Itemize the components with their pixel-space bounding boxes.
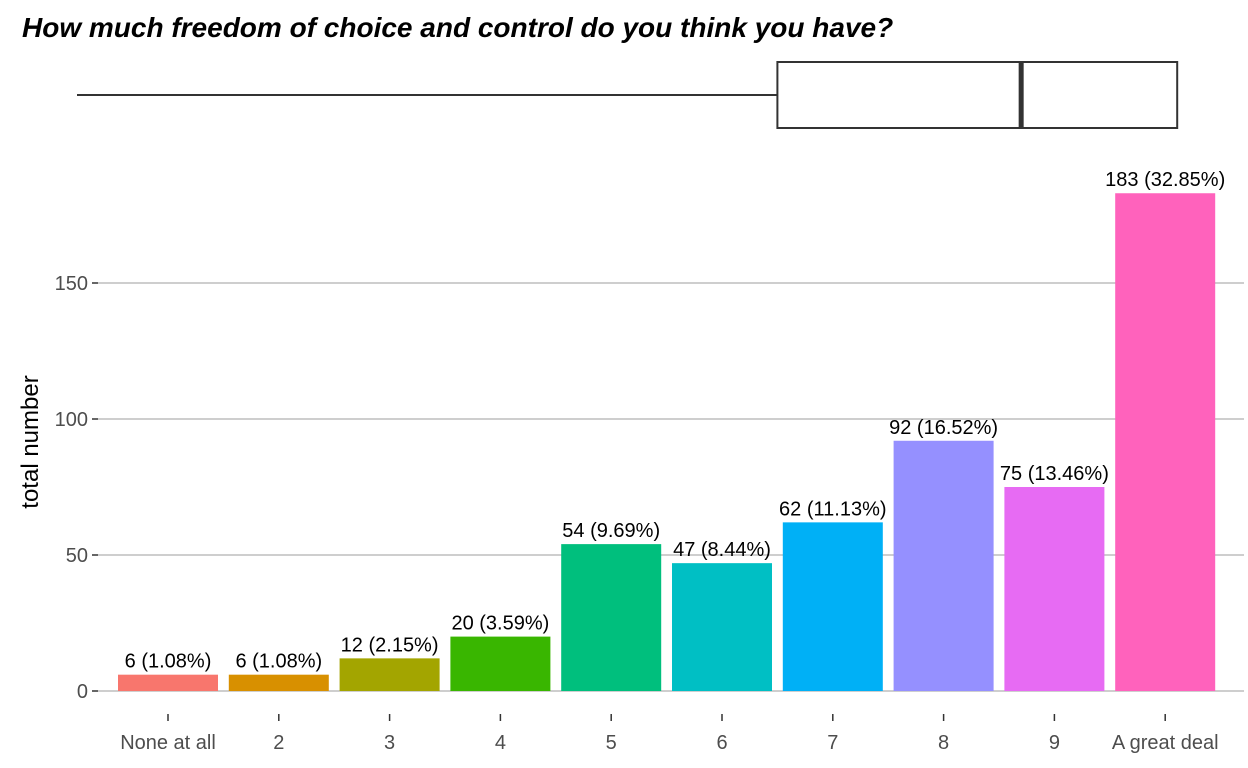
data-label: 183 (32.85%) xyxy=(1105,169,1225,191)
data-label: 6 (1.08%) xyxy=(125,651,212,673)
x-tick-label: 9 xyxy=(1049,732,1060,754)
bar xyxy=(228,674,329,691)
data-labels: 6 (1.08%) 6 (1.08%) 12 (2.15%) 20 (3.59%) 54… xyxy=(125,169,1226,672)
bar xyxy=(893,440,994,691)
data-label: 20 (3.59%) xyxy=(451,613,549,635)
bars xyxy=(118,193,1216,692)
y-axis-title: total number xyxy=(17,375,44,508)
boxplot-box xyxy=(776,61,1179,129)
x-tick-label: 5 xyxy=(606,732,617,754)
data-label: 12 (2.15%) xyxy=(341,634,439,656)
x-tick-label: 6 xyxy=(716,732,727,754)
bar xyxy=(672,563,772,691)
bar xyxy=(450,636,551,691)
x-axis: None at all 2 3 4 5 6 7 8 9 A great deal xyxy=(120,714,1219,754)
bar xyxy=(561,544,662,691)
data-label: 92 (16.52%) xyxy=(889,417,998,439)
bar xyxy=(339,658,440,691)
x-tick-label: 3 xyxy=(384,732,395,754)
bar xyxy=(1004,487,1105,691)
x-tick-label: 7 xyxy=(827,732,838,754)
data-label: 6 (1.08%) xyxy=(235,651,322,673)
y-tick-label: 0 xyxy=(77,681,88,703)
x-tick-label: None at all xyxy=(120,732,216,754)
y-axis: 0 50 100 150 xyxy=(55,273,98,703)
data-label: 54 (9.69%) xyxy=(562,520,660,542)
bar xyxy=(1115,193,1216,692)
x-tick-label: 2 xyxy=(273,732,284,754)
chart-title: How much freedom of choice and control d… xyxy=(22,12,894,43)
x-tick-label: A great deal xyxy=(1112,732,1219,754)
x-tick-label: 8 xyxy=(938,732,949,754)
y-tick-label: 100 xyxy=(55,409,88,431)
data-label: 47 (8.44%) xyxy=(673,539,771,561)
bar xyxy=(118,674,218,691)
data-label: 75 (13.46%) xyxy=(1000,463,1109,485)
y-tick-label: 50 xyxy=(66,545,88,567)
boxplot xyxy=(77,61,1179,129)
x-tick-label: 4 xyxy=(495,732,506,754)
y-tick-label: 150 xyxy=(55,273,88,295)
bar xyxy=(782,522,883,691)
data-label: 62 (11.13%) xyxy=(779,498,886,520)
